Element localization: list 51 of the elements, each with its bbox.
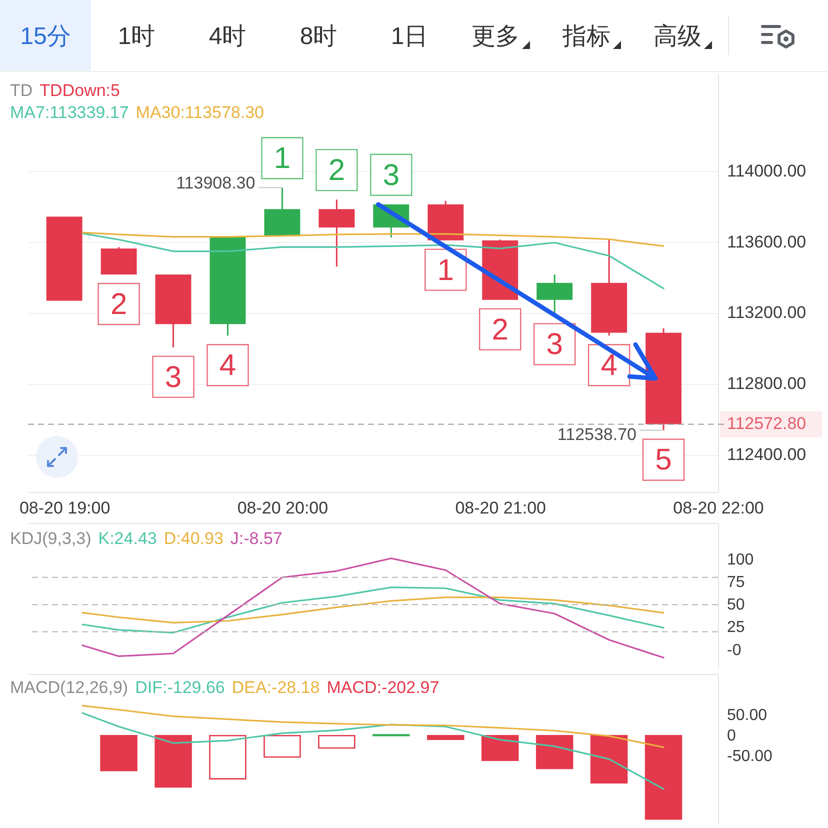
y-tick-label: -50.00 (727, 748, 772, 766)
x-tick-label: 08-20 22:00 (673, 498, 764, 518)
text: K:24.43 (98, 529, 157, 548)
text: MACD:-202.97 (326, 678, 440, 697)
annotation: 3 (382, 158, 400, 192)
y-tick-label: 112800.00 (727, 374, 806, 393)
y-tick-label: 112400.00 (727, 444, 806, 464)
x-tick-label: 08-20 20:00 (237, 498, 328, 518)
text: D:40.93 (164, 529, 224, 548)
annotation: 4 (219, 349, 236, 382)
series-label: J:-8.57 (230, 529, 282, 548)
tab[interactable]: 更多 (455, 0, 546, 71)
annotation: 1 (274, 142, 291, 176)
y-tick-label: 113200.00 (727, 303, 806, 322)
y-tick-label: 25 (727, 619, 745, 636)
annotation: 1 (437, 254, 454, 287)
annotation: 3 (164, 360, 182, 394)
annotation: 112538.70 (557, 425, 637, 444)
y-tick-label: 100 (727, 551, 754, 568)
x-tick-label: 08-20 19:00 (19, 498, 110, 518)
annotation: 2 (492, 313, 508, 346)
tab[interactable]: 高级 (637, 0, 728, 71)
legend-title: TD (10, 81, 33, 100)
annotation: 113908.30 (176, 174, 256, 193)
y-tick-label: 114000.00 (727, 161, 806, 180)
tab[interactable]: 1时 (91, 0, 182, 71)
y-tick-label: 75 (727, 574, 745, 591)
annotation: 4 (600, 349, 618, 382)
annotation: 3 (546, 328, 563, 362)
annotation: 2 (328, 154, 346, 188)
annotation: 5 (655, 444, 672, 477)
y-tick-label: 50 (727, 596, 745, 614)
tab[interactable]: 1日 (364, 0, 455, 71)
annotation: TDDown:5 (40, 81, 120, 100)
tab[interactable]: 4时 (182, 0, 273, 71)
series-label: DIF:-129.66 (135, 678, 225, 697)
y-tick-label: 112572.80 (727, 414, 806, 434)
legend-title: MACD(12,26,9) (10, 678, 128, 697)
x-tick-label: 08-20 21:00 (455, 498, 546, 518)
series-label: DEA:-28.18 (232, 678, 320, 697)
tab[interactable]: 指标 (546, 0, 637, 71)
text: MA7:113339.17 (10, 103, 129, 122)
legend-title: KDJ(9,3,3) (10, 529, 92, 548)
y-tick-label: 0 (727, 728, 736, 745)
y-tick-label: -0 (727, 642, 742, 659)
annotation: 2 (110, 288, 128, 321)
tab[interactable]: 8时 (273, 0, 364, 71)
tab[interactable]: 15分 (0, 0, 91, 71)
y-tick-label: 50.00 (727, 707, 768, 724)
y-tick-label: 113600.00 (727, 232, 806, 252)
text: MA30:113578.30 (136, 103, 264, 122)
